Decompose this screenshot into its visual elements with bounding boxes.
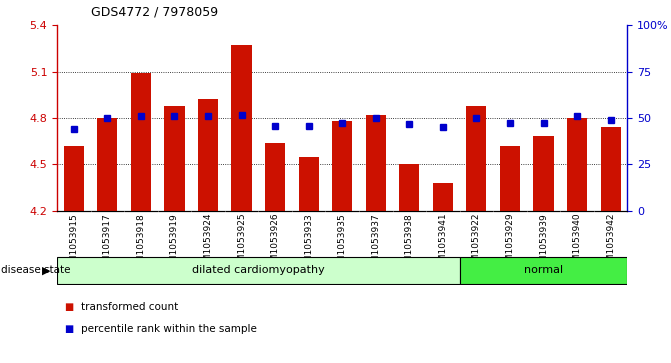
Bar <box>164 106 185 211</box>
Text: ■: ■ <box>64 323 73 334</box>
Text: ■: ■ <box>64 302 73 312</box>
Bar <box>57 257 460 284</box>
Text: GSM1053935: GSM1053935 <box>338 213 347 274</box>
Text: normal: normal <box>524 265 563 276</box>
Bar <box>500 146 520 211</box>
Text: GSM1053937: GSM1053937 <box>371 213 380 274</box>
Text: GSM1053922: GSM1053922 <box>472 213 481 273</box>
Text: GSM1053919: GSM1053919 <box>170 213 179 274</box>
Bar <box>466 106 486 211</box>
Bar <box>97 118 117 211</box>
Bar <box>231 45 252 211</box>
Bar <box>399 164 419 211</box>
Text: GSM1053929: GSM1053929 <box>505 213 515 273</box>
Bar <box>131 73 151 211</box>
Text: GSM1053915: GSM1053915 <box>69 213 79 274</box>
Bar <box>332 121 352 211</box>
Bar <box>433 183 453 211</box>
Text: GSM1053917: GSM1053917 <box>103 213 112 274</box>
Bar <box>567 118 587 211</box>
Text: percentile rank within the sample: percentile rank within the sample <box>81 323 256 334</box>
Bar <box>64 146 84 211</box>
Text: GSM1053924: GSM1053924 <box>203 213 213 273</box>
Text: GSM1053926: GSM1053926 <box>270 213 280 273</box>
Text: GSM1053938: GSM1053938 <box>405 213 414 274</box>
Bar <box>601 127 621 211</box>
Bar <box>265 143 285 211</box>
Text: dilated cardiomyopathy: dilated cardiomyopathy <box>192 265 325 276</box>
Text: GSM1053925: GSM1053925 <box>237 213 246 273</box>
Bar <box>366 115 386 211</box>
Text: GSM1053933: GSM1053933 <box>304 213 313 274</box>
Bar <box>460 257 627 284</box>
Text: GSM1053940: GSM1053940 <box>572 213 582 273</box>
Text: GSM1053939: GSM1053939 <box>539 213 548 274</box>
Text: transformed count: transformed count <box>81 302 178 312</box>
Text: GSM1053918: GSM1053918 <box>136 213 146 274</box>
Bar <box>533 136 554 211</box>
Text: disease state: disease state <box>1 265 70 276</box>
Bar <box>198 99 218 211</box>
Bar <box>299 156 319 211</box>
Text: GSM1053942: GSM1053942 <box>606 213 615 273</box>
Text: ▶: ▶ <box>42 265 50 276</box>
Text: GSM1053941: GSM1053941 <box>438 213 448 273</box>
Text: GDS4772 / 7978059: GDS4772 / 7978059 <box>91 5 217 18</box>
